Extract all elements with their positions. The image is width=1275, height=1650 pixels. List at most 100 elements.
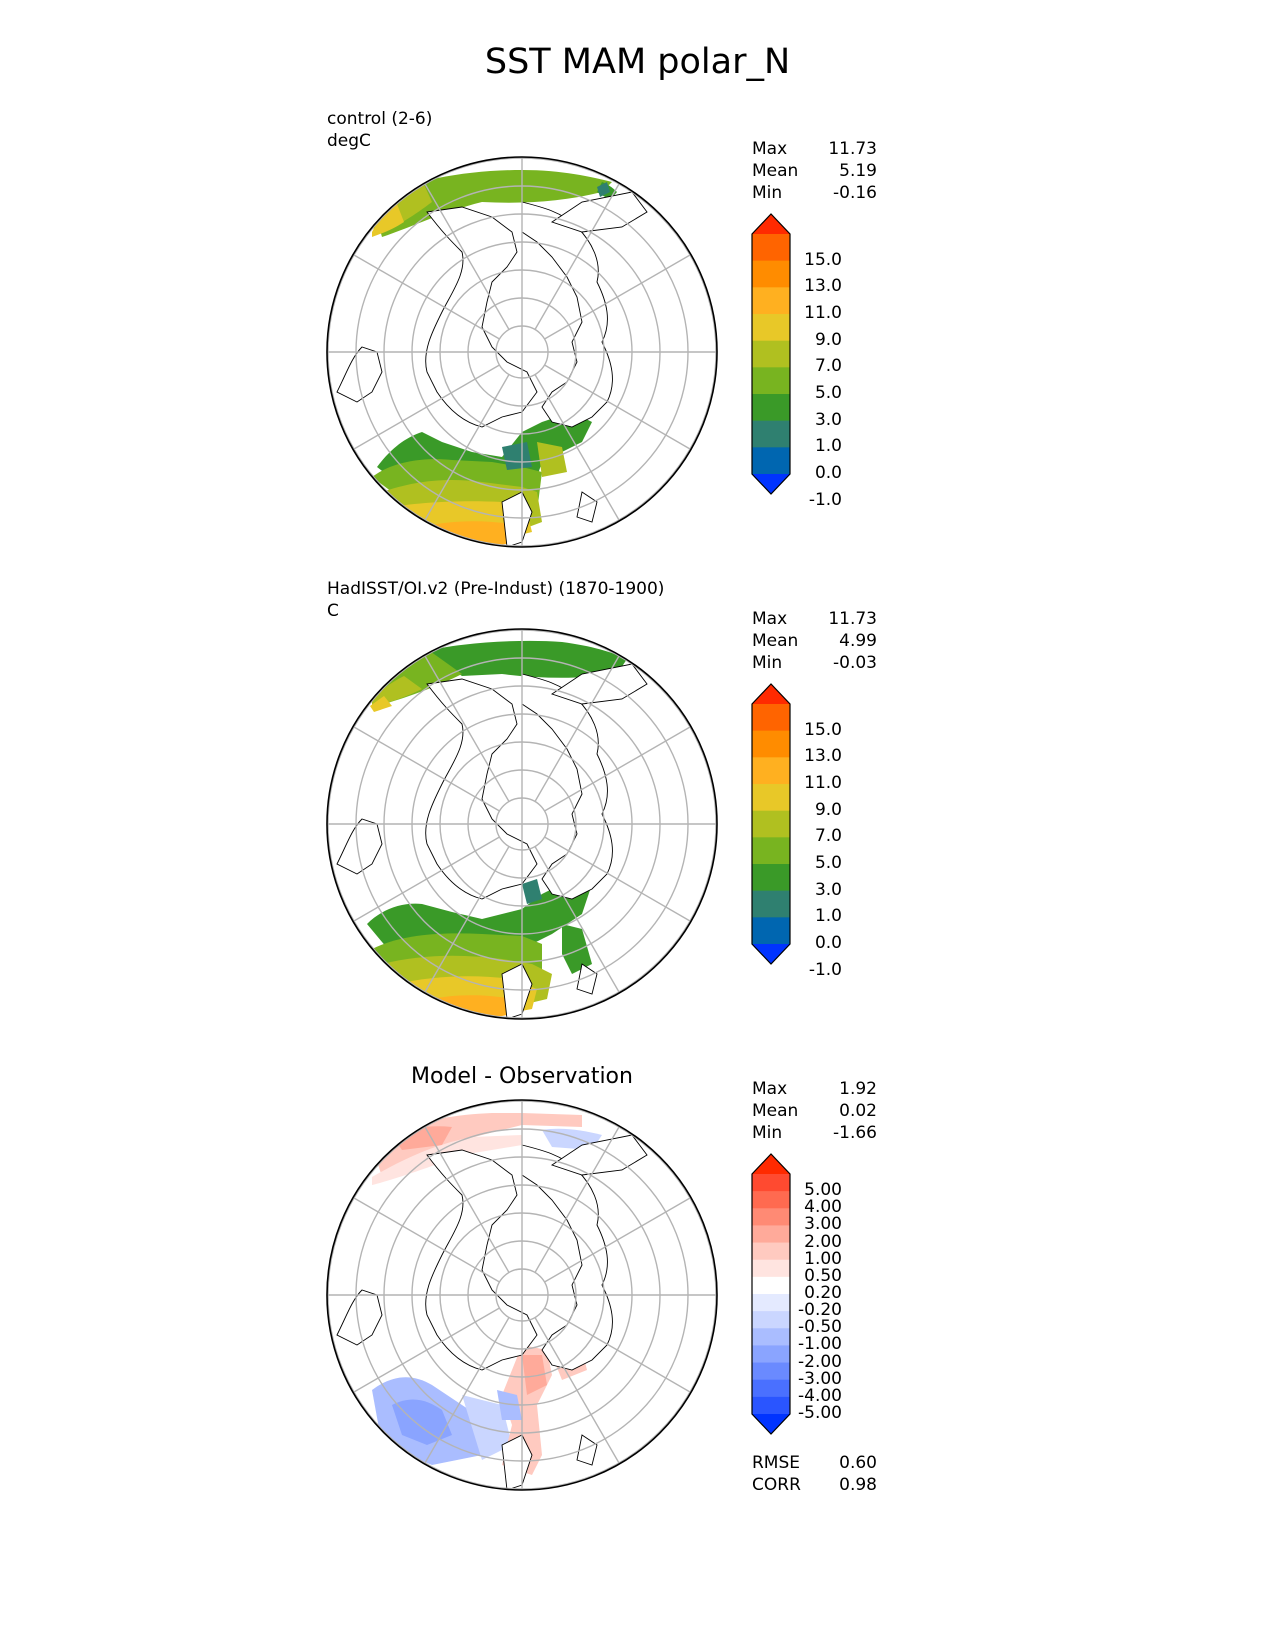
colorbar-tick-label: 7.0 [814, 356, 842, 377]
colorbar-outline [751, 1153, 791, 1435]
sst-field-region [372, 170, 612, 237]
colorbar-segment [752, 1414, 790, 1434]
colorbar-segment [752, 474, 790, 494]
colorbar-tick-label: 9.0 [814, 799, 842, 820]
coastline [336, 1289, 383, 1346]
meridian-line [352, 725, 500, 812]
colorbar-segment [752, 367, 790, 395]
meridian-line [423, 654, 510, 802]
colorbar-tick-label: 7.0 [814, 826, 842, 847]
colorbar-segment [752, 1345, 790, 1364]
panel-label-control-1: degC [327, 131, 371, 151]
meridian-line [423, 1125, 510, 1273]
colorbar-segment [752, 394, 790, 422]
colorbar-segment [752, 730, 790, 758]
stat-mean: Mean 0.02 [752, 1101, 877, 1121]
colorbar-segment [752, 810, 790, 838]
colorbar-segment [752, 684, 790, 704]
map-boundary [326, 628, 718, 1020]
colorbar-tick-label: 15.0 [804, 719, 842, 740]
colorbar-segment [752, 1225, 790, 1244]
colorbar-tick-label: -0.20 [798, 1300, 842, 1321]
colorbar-tick-label: 1.0 [814, 436, 842, 457]
sst-field-region [562, 924, 592, 974]
sst-field-region [522, 1355, 547, 1395]
colorbar-tick-label: 3.0 [814, 879, 842, 900]
colorbar-tick-label: -2.00 [798, 1351, 842, 1372]
stats-extra-diff: RMSE 0.60 CORR 0.98 [752, 1452, 877, 1496]
stat-mean: Mean 5.19 [752, 161, 877, 181]
colorbar-tick-label: 9.0 [814, 329, 842, 350]
colorbar-segment [752, 260, 790, 288]
meridian-line [544, 836, 692, 923]
colorbar-segment [752, 420, 790, 448]
meridian-line [544, 1307, 692, 1394]
colorbar-tick-label: -3.00 [798, 1368, 842, 1389]
panel-label-control-0: control (2-6) [327, 109, 433, 129]
sst-field-region [462, 1395, 512, 1460]
colorbar-segment [752, 1276, 790, 1295]
colorbar-segment [752, 1379, 790, 1398]
coastline [336, 346, 383, 403]
meridian-line [534, 1125, 621, 1273]
coastline [550, 191, 648, 233]
map-boundary [326, 1099, 718, 1491]
colorbar-segment [752, 1191, 790, 1209]
meridian-line [352, 253, 500, 340]
meridian-line [534, 654, 621, 802]
colorbar-segment [752, 757, 790, 785]
colorbar-tick-label: -1.0 [808, 489, 842, 510]
meridian-line [352, 364, 500, 451]
coastline [501, 1434, 533, 1490]
colorbar-outline [751, 213, 791, 495]
colorbar-tick-label: 5.0 [814, 383, 842, 403]
colorbar-ticks-control: 15.0 13.0 11.0 9.0 7.0 5.0 3.0 1.0 0.0 -1.0 [790, 213, 842, 509]
meridian-line [544, 725, 692, 812]
sst-field-region [502, 442, 532, 470]
stats-diff: Max 1.92 Mean 0.02 Min -1.66 [752, 1078, 877, 1144]
stat-rmse: RMSE 0.60 [752, 1453, 877, 1473]
polar-map-obs [326, 628, 718, 1020]
sst-field-region [497, 1390, 522, 1420]
colorbar-segment [752, 837, 790, 865]
colorbar-tick-label: 5.00 [804, 1180, 842, 1201]
meridian-line [534, 374, 621, 522]
meridian-line [534, 182, 621, 330]
coastline [501, 963, 533, 1019]
polar-map-control [326, 156, 718, 548]
colorbar-tick-label: 1.00 [804, 1248, 842, 1269]
stat-max: Max 1.92 [752, 1079, 877, 1099]
colorbar-tick-label: 11.0 [804, 303, 842, 323]
stat-max: Max 11.73 [752, 609, 877, 629]
meridian-line [423, 374, 510, 522]
meridian-line [534, 1317, 621, 1465]
sst-field-region [392, 1399, 452, 1445]
stat-mean: Mean 4.99 [752, 631, 877, 651]
colorbar-tick-label: 0.0 [814, 933, 842, 953]
colorbar-ticks-obs: 15.0 13.0 11.0 9.0 7.0 5.0 3.0 1.0 0.0 -1.0 [790, 683, 842, 979]
sst-field-region [522, 879, 542, 904]
colorbar-tick-label: 3.0 [814, 409, 842, 430]
meridian-line [544, 253, 692, 340]
colorbar-segment [752, 340, 790, 368]
map-boundary [326, 156, 718, 548]
panel-label-obs-0: HadISST/OI.v2 (Pre-Indust) (1870-1900) [327, 579, 665, 599]
colorbar-tick-label: -4.00 [798, 1385, 842, 1406]
colorbar-tick-label: -0.50 [798, 1317, 842, 1338]
meridian-line [352, 1196, 500, 1283]
colorbar-ticks-diff: 5.00 4.00 3.00 2.00 1.00 0.50 0.20 -0.20 -0.50 -1… [790, 1153, 842, 1433]
colorbar-control [751, 213, 791, 495]
sst-field-region [537, 442, 567, 477]
panel-label-obs-1: C [327, 601, 339, 621]
colorbar-segment [752, 287, 790, 315]
colorbar-tick-label: 11.0 [804, 773, 842, 793]
figure-title: SST MAM polar_N [484, 42, 791, 82]
colorbar-tick-label: 1.0 [814, 906, 842, 927]
colorbar-segment [752, 917, 790, 945]
colorbar-diff [751, 1153, 791, 1435]
colorbar-tick-label: 3.00 [804, 1214, 842, 1235]
stat-max: Max 11.73 [752, 139, 877, 159]
stat-min: Min -1.66 [752, 1123, 877, 1143]
meridian-line [544, 1196, 692, 1283]
sst-field-region [422, 640, 627, 678]
